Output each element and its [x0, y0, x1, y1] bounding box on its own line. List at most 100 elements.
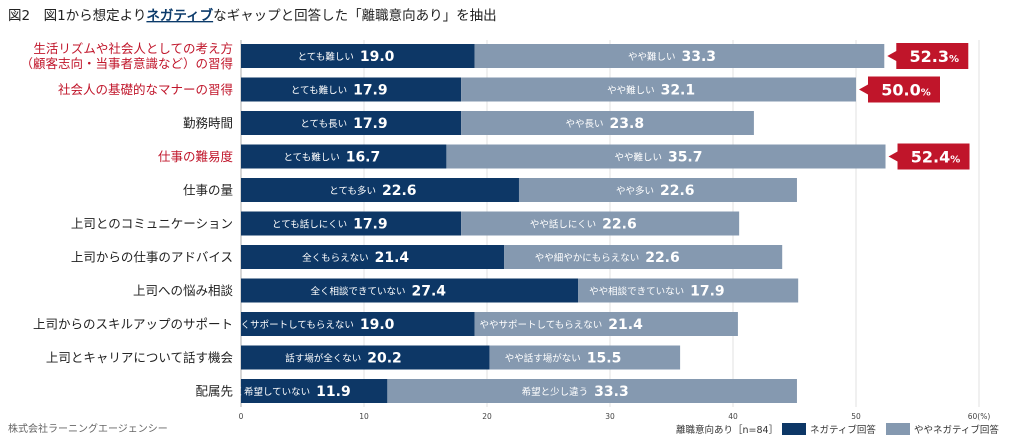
x-tick-label: 30: [605, 412, 615, 421]
segment-value-somewhat-negative: 15.5: [587, 351, 622, 367]
segment-label-somewhat-negative: やや難しい: [607, 85, 655, 97]
bar-segment-somewhat-negative: [474, 312, 738, 336]
segment-value-somewhat-negative: 22.6: [645, 250, 680, 266]
x-tick-label: 60(%): [968, 412, 991, 421]
source-credit: 株式会社ラーニングエージェンシー: [8, 422, 168, 435]
x-axis-ticks: 0 10 20 30 40 50 60(%): [239, 412, 991, 421]
segment-label-negative: 全くもらえない: [302, 252, 369, 264]
segment-label-negative: とても難しい: [291, 85, 347, 97]
legend-sample-size: 離職意向あり［n=84］: [676, 424, 778, 436]
total-callout-badge: [859, 76, 940, 103]
segment-label-somewhat-negative: やや難しい: [628, 51, 676, 63]
segment-label-somewhat-negative: やや難しい: [614, 152, 662, 164]
segment-value-somewhat-negative: 23.8: [610, 116, 645, 132]
segment-value-somewhat-negative: 35.7: [668, 150, 703, 166]
segment-value-somewhat-negative: 22.6: [602, 217, 637, 233]
segment-label-negative: とても多い: [329, 185, 376, 197]
bar-segment-negative: [241, 312, 475, 336]
segment-value-negative: 17.9: [353, 116, 388, 132]
bar-segment-negative: [241, 345, 490, 370]
segment-label-somewhat-negative: やや長い: [566, 119, 604, 130]
segment-value-somewhat-negative: 21.4: [608, 317, 643, 333]
bar-segment-somewhat-negative: [461, 77, 856, 102]
segment-label-negative: とても難しい: [298, 51, 354, 63]
x-tick-label: 20: [482, 412, 492, 421]
segment-value-negative: 22.6: [382, 183, 417, 199]
total-callout-unit: %: [949, 54, 959, 65]
bar-segment-negative: [241, 144, 447, 169]
segment-label-negative: とても話しにくい: [272, 219, 347, 231]
segment-label-somewhat-negative: やや話しにくい: [530, 219, 596, 231]
bar-segment-somewhat-negative: [504, 245, 783, 269]
category-label: 上司への悩み相談: [133, 283, 234, 298]
x-tick-label: 10: [359, 412, 369, 421]
segment-label-negative: とても難しい: [283, 152, 339, 164]
segment-value-negative: 27.4: [412, 284, 447, 300]
bar-segment-negative: [241, 211, 462, 236]
bar-segment-negative: [241, 379, 388, 403]
segment-value-negative: 19.0: [360, 49, 395, 65]
category-label: 上司とキャリアについて話す機会: [46, 350, 234, 365]
segment-label-somewhat-negative: やや多い: [616, 185, 654, 197]
total-callouts: 52.3% 50.0% 52.4%: [859, 43, 970, 170]
segment-value-somewhat-negative: 33.3: [594, 384, 629, 400]
segment-value-somewhat-negative: 17.9: [690, 284, 725, 300]
segment-value-negative: 17.9: [353, 83, 388, 99]
category-label: 上司からのスキルアップのサポート: [33, 317, 233, 332]
category-labels: 生活リズムや社会人としての考え方（顧客志向・当事者意識など）の習得社会人の基礎的…: [20, 41, 233, 399]
segment-value-somewhat-negative: 32.1: [661, 83, 696, 99]
x-tick-label: 50: [851, 412, 861, 421]
category-label: 配属先: [195, 384, 233, 399]
bar-segment-negative: [241, 77, 462, 102]
bar-segment-negative: [241, 178, 519, 202]
segment-label-negative: 話す場が全くない: [285, 353, 361, 365]
legend-swatch-negative: [782, 423, 806, 435]
category-label: 勤務時間: [183, 116, 233, 131]
legend-label-negative: ネガティブ回答: [810, 424, 876, 436]
total-callout-value: 52.3%: [910, 47, 960, 66]
bar-segment-somewhat-negative: [446, 144, 886, 169]
bars: とても難しい 19.0 やや難しい 33.3 とても難しい 17.9 やや難しい 32.1 とて…: [225, 44, 886, 403]
category-label: （顧客志向・当事者意識など）の習得: [20, 56, 233, 71]
segment-label-somewhat-negative: 希望と少し違う: [522, 386, 589, 398]
bar-segment-somewhat-negative: [474, 44, 885, 68]
segment-label-somewhat-negative: やや細やかにもらえない: [535, 252, 640, 264]
total-callout-unit: %: [950, 155, 960, 166]
total-callout-badge: [888, 143, 970, 170]
segment-label-somewhat-negative: やや話す場がない: [505, 353, 581, 365]
segment-value-negative: 19.0: [360, 317, 395, 333]
bar-segment-negative: [241, 245, 505, 269]
legend-swatch-somewhat-negative: [886, 423, 910, 435]
bar-segment-somewhat-negative: [461, 211, 740, 236]
bar-segment-somewhat-negative: [578, 278, 799, 303]
category-label: 上司とのコミュニケーション: [71, 216, 233, 231]
segment-value-negative: 21.4: [375, 250, 410, 266]
category-label: 社会人の基礎的なマナーの習得: [58, 82, 233, 97]
category-label: 仕事の難易度: [158, 149, 234, 164]
x-tick-label: 0: [239, 412, 244, 421]
segment-label-negative: 全く相談できていない: [310, 286, 405, 298]
segment-value-somewhat-negative: 33.3: [681, 49, 716, 65]
bar-segment-somewhat-negative: [461, 111, 754, 135]
category-label: 上司からの仕事のアドバイス: [71, 250, 233, 265]
bar-segment-somewhat-negative: [518, 178, 797, 202]
bar-segment-negative: [241, 44, 475, 68]
segment-value-negative: 11.9: [316, 384, 351, 400]
legend-label-somewhat-negative: ややネガティブ回答: [914, 424, 999, 436]
segment-value-somewhat-negative: 22.6: [660, 183, 695, 199]
category-label: 生活リズムや社会人としての考え方: [33, 41, 233, 56]
bar-segment-negative: [241, 278, 579, 303]
x-tick-label: 40: [728, 412, 738, 421]
total-callout-unit: %: [921, 88, 931, 99]
legend: 離職意向あり［n=84］ ネガティブ回答 ややネガティブ回答: [676, 423, 999, 436]
segment-value-negative: 17.9: [353, 217, 388, 233]
bar-segment-somewhat-negative: [387, 379, 797, 403]
bar-segment-somewhat-negative: [489, 345, 681, 370]
category-label: 仕事の量: [183, 183, 233, 198]
bar-segment-negative: [241, 111, 462, 135]
segment-value-negative: 20.2: [367, 351, 402, 367]
total-callout-badge: [887, 43, 969, 69]
segment-value-negative: 16.7: [346, 150, 381, 166]
total-callout-value: 50.0%: [881, 81, 931, 100]
